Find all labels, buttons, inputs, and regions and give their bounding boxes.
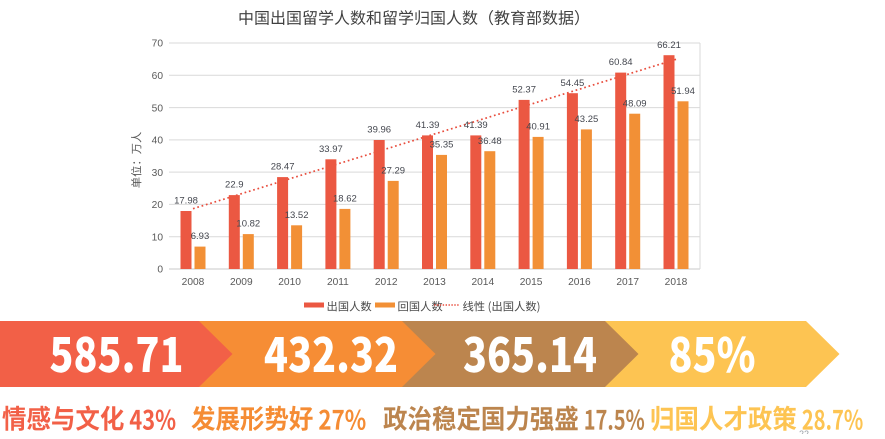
svg-text:20: 20 [152,200,164,211]
svg-text:27.29: 27.29 [381,166,405,177]
svg-text:41.39: 41.39 [464,120,488,131]
svg-text:10.82: 10.82 [236,219,260,230]
svg-text:43.25: 43.25 [575,114,599,125]
svg-text:2010: 2010 [278,277,301,288]
svg-text:22.9: 22.9 [225,180,244,191]
svg-text:17.98: 17.98 [174,196,198,207]
svg-text:60: 60 [152,71,164,82]
svg-text:0: 0 [157,265,163,276]
svg-text:33.97: 33.97 [319,144,343,155]
svg-text:30: 30 [152,168,164,179]
svg-text:2015: 2015 [520,277,543,288]
svg-text:50: 50 [152,103,164,114]
svg-text:10: 10 [152,232,164,243]
svg-text:2013: 2013 [423,277,446,288]
svg-text:2017: 2017 [616,277,639,288]
svg-text:51.94: 51.94 [671,86,695,97]
svg-text:2008: 2008 [182,277,205,288]
svg-text:39.96: 39.96 [367,125,391,136]
svg-text:13.52: 13.52 [285,210,309,221]
svg-text:28.47: 28.47 [271,162,295,173]
svg-text:60.84: 60.84 [609,57,633,68]
svg-text:2014: 2014 [471,277,494,288]
svg-text:54.45: 54.45 [561,78,585,89]
svg-text:2011: 2011 [327,277,349,288]
svg-text:52.37: 52.37 [512,85,536,96]
svg-text:41.39: 41.39 [416,120,440,131]
svg-text:22: 22 [799,429,809,434]
svg-text:36.48: 36.48 [478,136,502,147]
svg-text:2018: 2018 [665,277,688,288]
svg-text:40: 40 [152,136,164,147]
svg-text:2009: 2009 [230,277,253,288]
svg-text:6.93: 6.93 [191,231,210,242]
svg-text:35.35: 35.35 [430,140,454,151]
svg-text:2012: 2012 [375,277,398,288]
svg-text:66.21: 66.21 [657,40,681,51]
svg-text:18.62: 18.62 [333,194,357,205]
svg-text:70: 70 [152,39,164,50]
svg-text:2016: 2016 [568,277,591,288]
svg-text:48.09: 48.09 [623,98,647,109]
svg-text:40.91: 40.91 [526,122,550,133]
